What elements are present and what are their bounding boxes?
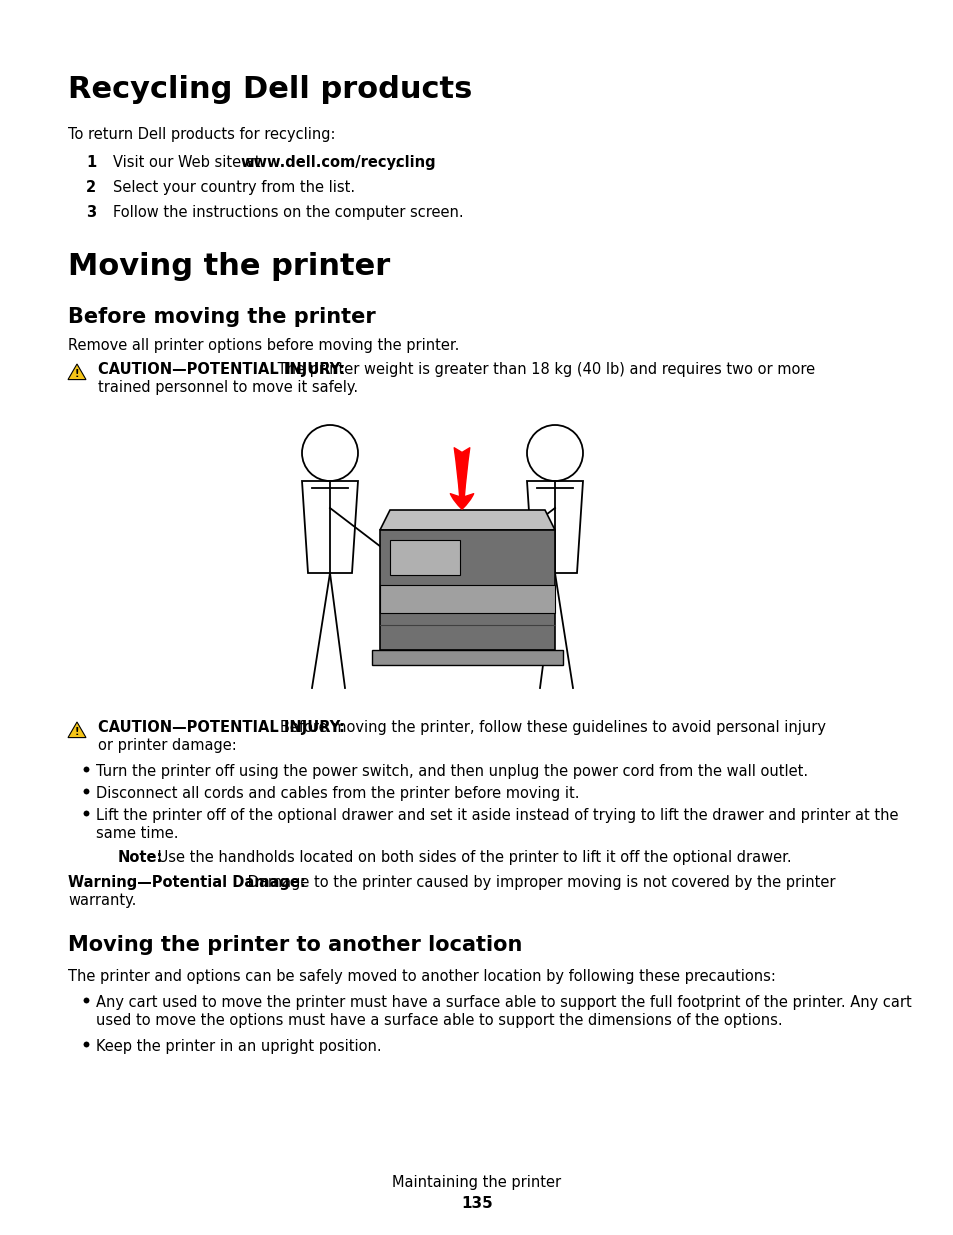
Text: Any cart used to move the printer must have a surface able to support the full f: Any cart used to move the printer must h… [96,995,911,1010]
Text: www.dell.com/recycling: www.dell.com/recycling [240,156,436,170]
Text: Moving the printer to another location: Moving the printer to another location [68,935,522,955]
Polygon shape [68,364,86,379]
Text: The printer weight is greater than 18 kg (40 lb) and requires two or more: The printer weight is greater than 18 kg… [273,362,814,377]
Text: Disconnect all cords and cables from the printer before moving it.: Disconnect all cords and cables from the… [96,785,578,802]
Text: !: ! [74,726,79,736]
Bar [379,530,555,650]
Text: Before moving the printer, follow these guidelines to avoid personal injury: Before moving the printer, follow these … [280,720,825,735]
Text: used to move the options must have a surface able to support the dimensions of t: used to move the options must have a sur… [96,1013,781,1028]
Text: Follow the instructions on the computer screen.: Follow the instructions on the computer … [112,205,463,220]
Text: 2: 2 [86,180,96,195]
Bar [379,585,555,613]
Text: same time.: same time. [96,826,178,841]
Text: !: ! [74,369,79,379]
Text: Maintaining the printer: Maintaining the printer [392,1174,561,1191]
Text: Recycling Dell products: Recycling Dell products [68,75,472,104]
Polygon shape [68,722,86,737]
Text: Turn the printer off using the power switch, and then unplug the power cord from: Turn the printer off using the power swi… [96,764,807,779]
Text: To return Dell products for recycling:: To return Dell products for recycling: [68,127,335,142]
Polygon shape [302,480,357,573]
Text: Moving the printer: Moving the printer [68,252,390,282]
Text: Note:: Note: [118,850,163,864]
Bar [372,650,562,664]
Text: Warning—Potential Damage:: Warning—Potential Damage: [68,876,305,890]
Text: CAUTION—POTENTIAL INJURY:: CAUTION—POTENTIAL INJURY: [98,362,345,377]
Polygon shape [379,510,555,530]
Text: CAUTION—POTENTIAL INJURY:: CAUTION—POTENTIAL INJURY: [98,720,350,735]
Text: Keep the printer in an upright position.: Keep the printer in an upright position. [96,1039,381,1053]
Text: 3: 3 [86,205,96,220]
Text: trained personnel to move it safely.: trained personnel to move it safely. [98,380,357,395]
Polygon shape [526,480,582,573]
Text: The printer and options can be safely moved to another location by following the: The printer and options can be safely mo… [68,969,775,984]
Text: Before moving the printer: Before moving the printer [68,308,375,327]
Text: Damage to the printer caused by improper moving is not covered by the printer: Damage to the printer caused by improper… [243,876,835,890]
Text: .: . [395,156,399,170]
Text: Lift the printer off of the optional drawer and set it aside instead of trying t: Lift the printer off of the optional dra… [96,808,898,823]
Text: Remove all printer options before moving the printer.: Remove all printer options before moving… [68,338,459,353]
Text: 1: 1 [86,156,96,170]
Bar [390,540,459,576]
Text: 135: 135 [460,1195,493,1212]
Text: Select your country from the list.: Select your country from the list. [112,180,355,195]
Text: warranty.: warranty. [68,893,136,908]
Text: Use the handholds located on both sides of the printer to lift it off the option: Use the handholds located on both sides … [152,850,791,864]
Text: or printer damage:: or printer damage: [98,739,236,753]
Text: Visit our Web site at: Visit our Web site at [112,156,265,170]
